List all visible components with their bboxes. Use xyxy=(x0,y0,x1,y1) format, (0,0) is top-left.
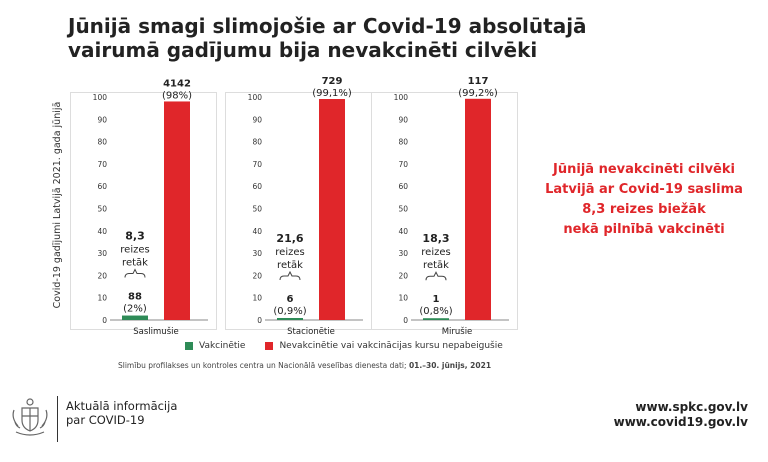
y-tick-label: 20 xyxy=(398,271,408,280)
side-line-3: 8,3 reizes biežāk xyxy=(582,202,706,217)
side-line-4: nekā pilnībā vakcinēti xyxy=(563,222,725,237)
chart-panel-1 xyxy=(70,92,217,330)
legend-label-unvaccinated: Nevakcinētie vai vakcinācijas kursu nepa… xyxy=(279,341,503,351)
y-tick-label: 0 xyxy=(257,316,262,325)
y-tick-label: 80 xyxy=(398,138,408,147)
y-tick-label: 40 xyxy=(97,227,107,236)
y-tick-label: 100 xyxy=(394,93,409,102)
y-tick-label: 0 xyxy=(102,316,107,325)
legend-swatch-vaccinated xyxy=(185,342,193,350)
y-tick-label: 20 xyxy=(252,271,262,280)
page-title: Jūnijā smagi slimojošie ar Covid-19 abso… xyxy=(68,14,587,62)
y-tick-label: 10 xyxy=(97,294,107,303)
link-covid19[interactable]: www.covid19.gov.lv xyxy=(613,415,748,429)
bar-vaccinated xyxy=(122,315,148,320)
ratio-label-line-1: reizes xyxy=(275,247,304,258)
bar-unvaccinated xyxy=(164,101,190,321)
ratio-label-line-2: retāk xyxy=(277,260,303,271)
x-category-label: Saslimušie xyxy=(133,326,178,337)
source-date: 01.–30. jūnijs, 2021 xyxy=(408,361,492,370)
y-tick-label: 90 xyxy=(398,115,408,124)
y-tick-label: 70 xyxy=(398,160,408,169)
data-label-unvaccinated-count: 117 xyxy=(468,76,489,87)
data-label-vaccinated-count: 1 xyxy=(433,294,440,305)
ratio-value: 8,3 xyxy=(125,230,145,243)
data-label-unvaccinated-pct: (98%) xyxy=(162,90,192,101)
y-tick-label: 50 xyxy=(398,205,408,214)
ratio-label-line-2: retāk xyxy=(122,258,148,269)
data-label-vaccinated-pct: (2%) xyxy=(123,304,147,315)
footer-info-line-1: Aktuālā informācija xyxy=(66,399,178,413)
chart-panel-3 xyxy=(371,92,518,330)
x-category-label: Stacionētie xyxy=(287,327,335,337)
bar-vaccinated xyxy=(423,318,449,320)
y-tick-label: 30 xyxy=(97,249,107,258)
y-tick-label: 10 xyxy=(252,294,262,303)
y-tick-label: 60 xyxy=(97,182,107,191)
y-tick-label: 60 xyxy=(252,182,262,191)
data-label-vaccinated-count: 88 xyxy=(128,292,142,303)
y-tick-label: 50 xyxy=(97,205,107,214)
y-tick-label: 100 xyxy=(93,93,108,102)
y-tick-label: 10 xyxy=(398,294,408,303)
side-callout: Jūnijā nevakcinēti cilvēki Latvijā ar Co… xyxy=(520,160,768,240)
link-spkc[interactable]: www.spkc.gov.lv xyxy=(635,400,748,414)
y-tick-label: 60 xyxy=(398,182,408,191)
legend-label-vaccinated: Vakcinētie xyxy=(199,341,246,351)
y-tick-label: 30 xyxy=(398,249,408,258)
y-tick-label: 80 xyxy=(97,138,107,147)
legend: Vakcinētie Nevakcinētie vai vakcinācijas… xyxy=(185,341,503,351)
ratio-brace xyxy=(425,271,447,281)
data-label-unvaccinated-count: 4142 xyxy=(163,78,191,89)
footer-separator xyxy=(57,396,58,442)
legend-swatch-unvaccinated xyxy=(265,342,274,350)
ratio-label-line-1: reizes xyxy=(120,245,149,256)
ratio-brace xyxy=(279,270,301,281)
latvia-coat-of-arms-icon xyxy=(12,398,48,436)
bar-unvaccinated xyxy=(319,99,345,320)
footer: Aktuālā informācija par COVID-19 www.spk… xyxy=(0,382,768,462)
source-text: Slimību profilakses un kontroles centra … xyxy=(118,361,409,370)
ratio-label-line-1: reizes xyxy=(421,247,450,258)
ratio-brace xyxy=(124,268,146,278)
data-label-unvaccinated-pct: (99,2%) xyxy=(458,88,498,99)
bar-vaccinated xyxy=(277,317,303,320)
title-line-2: vairumā gadījumu bija nevakcinēti cilvēk… xyxy=(68,38,538,62)
data-label-unvaccinated-count: 729 xyxy=(322,76,343,87)
title-line-1: Jūnijā smagi slimojošie ar Covid-19 abso… xyxy=(68,14,587,38)
y-tick-label: 20 xyxy=(97,271,107,280)
footer-urls: www.spkc.gov.lv www.covid19.gov.lv xyxy=(614,400,748,430)
y-tick-label: 100 xyxy=(248,93,263,102)
y-tick-label: 0 xyxy=(403,316,408,325)
bar-unvaccinated xyxy=(465,98,491,320)
y-tick-label: 90 xyxy=(252,115,262,124)
ratio-label-line-2: retāk xyxy=(423,260,449,271)
ratio-value: 21,6 xyxy=(276,232,303,245)
footer-info-line-2: par COVID-19 xyxy=(66,413,145,427)
y-tick-label: 30 xyxy=(252,249,262,258)
data-label-vaccinated-pct: (0,9%) xyxy=(273,306,306,317)
y-tick-label: 50 xyxy=(252,205,262,214)
data-label-vaccinated-count: 6 xyxy=(287,294,294,305)
data-label-unvaccinated-pct: (99,1%) xyxy=(312,88,352,99)
y-tick-label: 40 xyxy=(398,227,408,236)
footer-info: Aktuālā informācija par COVID-19 xyxy=(66,399,177,427)
y-tick-label: 90 xyxy=(97,115,107,124)
y-tick-label: 70 xyxy=(97,160,107,169)
y-tick-label: 70 xyxy=(252,160,262,169)
ratio-value: 18,3 xyxy=(422,232,449,245)
source-note: Slimību profilakses un kontroles centra … xyxy=(118,361,491,370)
side-line-1: Jūnijā nevakcinēti cilvēki xyxy=(553,162,735,177)
data-label-vaccinated-pct: (0,8%) xyxy=(419,306,452,317)
y-tick-label: 40 xyxy=(252,227,262,236)
chart-svg: 01020304050607080901004142(98%)88(2%)8,3… xyxy=(93,76,509,337)
x-category-label: Mirušie xyxy=(442,326,473,337)
side-line-2: Latvijā ar Covid-19 saslima xyxy=(545,182,743,197)
y-tick-label: 80 xyxy=(252,138,262,147)
